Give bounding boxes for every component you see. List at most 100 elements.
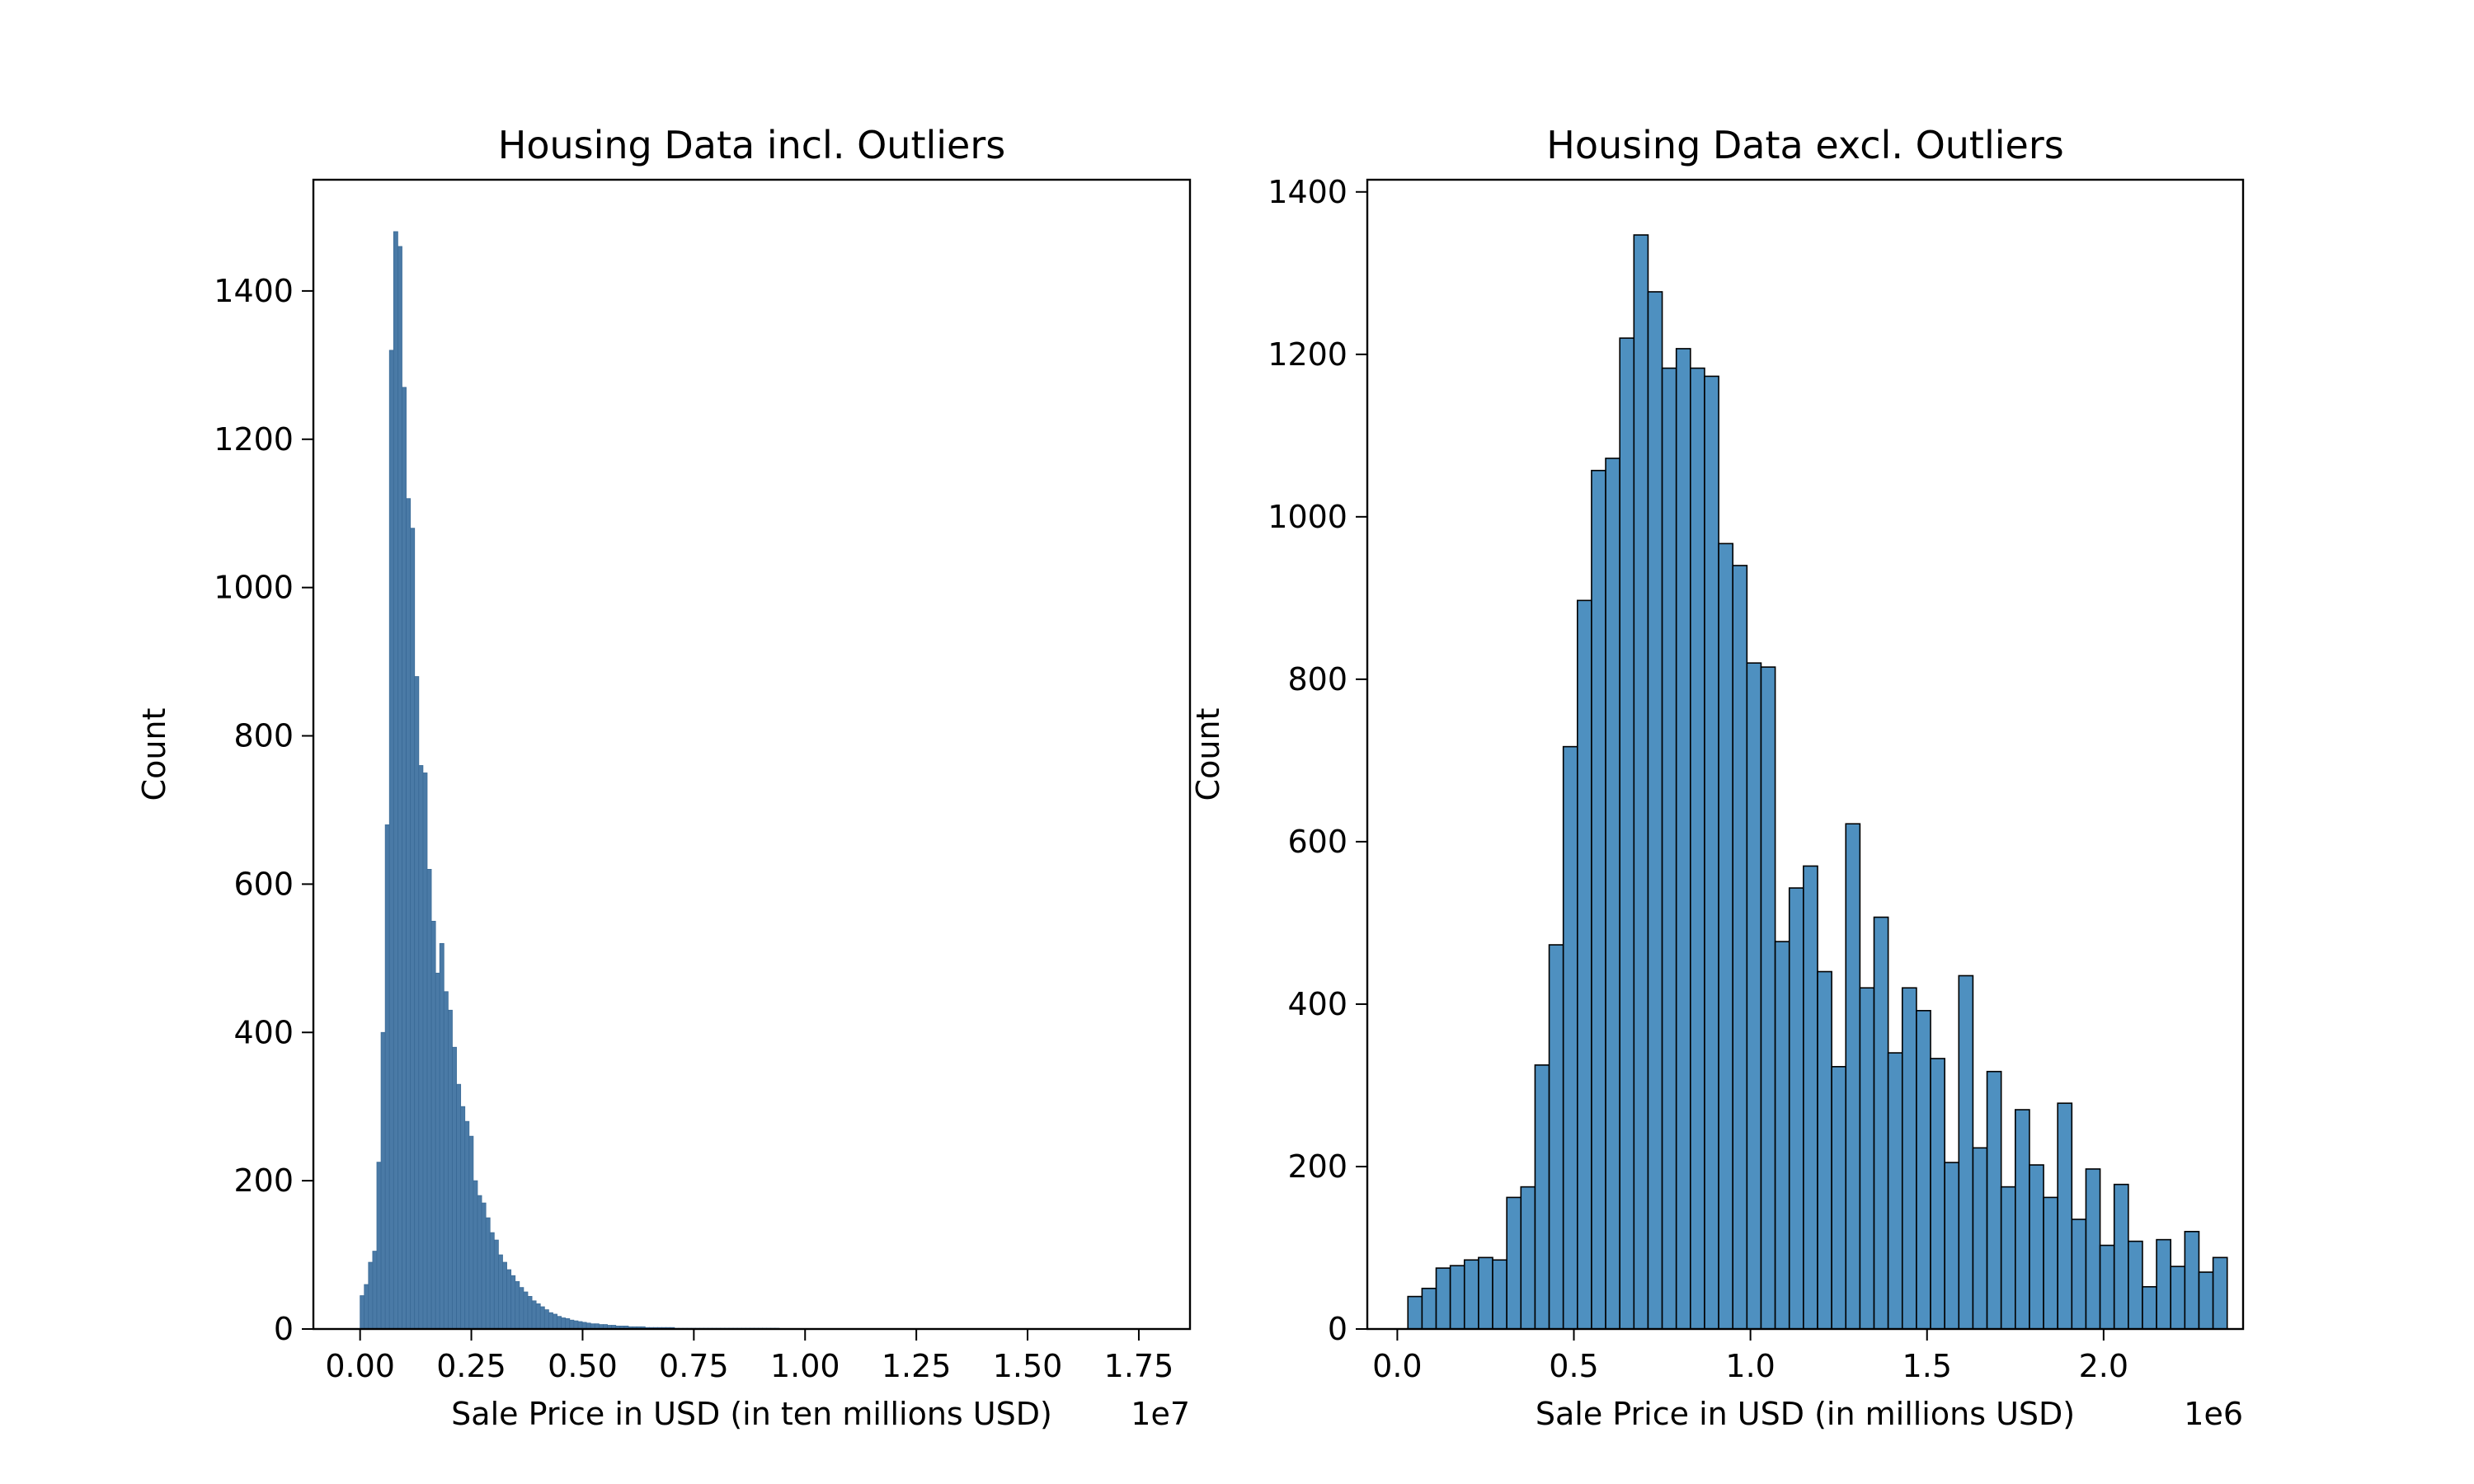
histogram-left-offset-text: 1e7 [1131,1396,1190,1432]
histogram-right-bar-36 [1916,1010,1931,1330]
histogram-left-xtick-label-4: 1.00 [770,1348,840,1384]
histogram-right-bar-23 [1732,565,1748,1330]
histogram-right-xlabel: Sale Price in USD (in millions USD) [1536,1396,2075,1432]
histogram-right-xtick-label-0: 0.0 [1372,1348,1422,1384]
histogram-right-bar-0 [1407,1295,1423,1330]
histogram-left-bar-15 [422,773,428,1330]
histogram-right-bar-43 [2014,1109,2030,1330]
histogram-right-bar-9 [1534,1064,1550,1330]
histogram-left-bar-33 [498,1254,503,1330]
histogram-left-bar-51 [573,1320,579,1330]
histogram-left-xtick-label-3: 0.75 [659,1348,729,1384]
histogram-right-bar-49 [2099,1244,2115,1330]
histogram-left-bar-4 [376,1162,382,1330]
histogram-left-ticks: 0.00 0.25 0.50 0.75 1.00 1.25 1.50 1.75 0 200 400 6… [214,273,1174,1384]
histogram-left-bar-50 [569,1319,575,1330]
histogram-left-bar-3 [372,1251,378,1330]
histogram-right-bar-7 [1506,1196,1522,1330]
histogram-right-bar-26 [1774,941,1790,1330]
histogram-left-bar-28 [477,1195,482,1330]
histogram-right-bar-20 [1690,367,1705,1330]
histogram-right: 0.0 0.5 1.0 1.5 2.0 0 200 400 600 800 1000 1200 1400… [1190,123,2245,1432]
histogram-right-bar-40 [1972,1147,1988,1330]
histogram-right-bar-44 [2029,1164,2044,1330]
histogram-left: 0.00 0.25 0.50 0.75 1.00 1.25 1.50 1.75 0 200 400 6… [136,123,1192,1432]
histogram-left-ytick-label-1: 200 [233,1162,294,1199]
histogram-left-bar-14 [418,765,424,1330]
histogram-right-bar-19 [1675,348,1691,1330]
histogram-left-bar-37 [515,1281,520,1330]
histogram-left-bar-18 [435,972,440,1330]
histogram-right-bar-35 [1901,987,1917,1330]
histogram-left-bar-1 [364,1284,369,1330]
histogram-left-bar-22 [452,1046,457,1330]
histogram-left-bar-42 [535,1303,541,1330]
histogram-right-xtick-label-2: 1.0 [1725,1348,1775,1384]
histogram-left-bar-41 [531,1300,537,1330]
histogram-left-xtick-label-0: 0.00 [325,1348,395,1384]
histogram-right-frame [1366,178,2245,1331]
histogram-right-ytick-label-2: 400 [1287,986,1348,1022]
histogram-right-bar-56 [2198,1271,2214,1330]
histogram-right-bar-21 [1704,375,1719,1330]
histogram-left-bar-6 [384,824,390,1330]
histogram-left-ytick-label-5: 1000 [214,570,294,606]
histogram-left-xtick-label-1: 0.25 [436,1348,506,1384]
histogram-left-bar-30 [485,1217,491,1330]
histogram-left-ytick-label-4: 800 [233,718,294,754]
histogram-right-bar-34 [1887,1052,1903,1330]
histogram-right-ytick-label-6: 1200 [1268,336,1348,373]
histogram-left-bar-25 [464,1120,470,1330]
histogram-left-xtick-label-2: 0.50 [548,1348,618,1384]
histogram-right-bar-27 [1788,887,1804,1330]
histogram-left-xtick-label-7: 1.75 [1104,1348,1174,1384]
histogram-right-xtick-label-1: 0.5 [1549,1348,1598,1384]
histogram-left-bar-10 [402,387,407,1330]
histogram-left-bar-13 [414,676,420,1330]
histogram-right-bar-22 [1718,542,1734,1330]
histogram-right-bar-42 [2000,1186,2016,1330]
histogram-left-bar-11 [406,498,412,1330]
histogram-left-ylabel: Count [136,708,172,801]
histogram-left-xtick-label-6: 1.50 [993,1348,1063,1384]
histogram-right-bar-15 [1619,337,1635,1330]
histogram-left-bar-8 [393,231,398,1330]
histogram-right-bar-2 [1435,1267,1451,1330]
histogram-right-bar-4 [1463,1259,1479,1330]
histogram-right-bar-16 [1633,234,1649,1330]
histogram-left-bar-36 [510,1275,516,1330]
histogram-right-bar-11 [1562,745,1578,1330]
histogram-left-ytick-label-0: 0 [274,1311,294,1347]
histogram-left-bar-39 [523,1291,529,1330]
histogram-left-bar-43 [539,1306,545,1330]
histogram-left-bar-38 [519,1287,524,1330]
histogram-left-bar-9 [397,246,402,1330]
histogram-right-bar-14 [1605,458,1620,1330]
histogram-right-ytick-label-7: 1400 [1268,174,1348,210]
histogram-left-bar-20 [443,991,449,1330]
histogram-left-bar-35 [506,1269,512,1330]
histogram-left-ytick-label-3: 600 [233,866,294,902]
histogram-right-ytick-label-0: 0 [1328,1311,1348,1347]
histogram-right-bar-37 [1930,1058,1945,1330]
histogram-right-bar-51 [2128,1240,2143,1330]
histogram-left-bar-53 [581,1322,587,1330]
histogram-left-bar-16 [426,869,432,1330]
histogram-left-title: Housing Data incl. Outliers [498,123,1005,167]
histogram-left-ytick-label-7: 1400 [214,273,294,309]
histogram-right-bar-5 [1478,1256,1493,1330]
histogram-right-ytick-label-3: 600 [1287,824,1348,860]
histogram-right-title: Housing Data excl. Outliers [1546,123,2063,167]
histogram-right-bar-55 [2184,1230,2200,1330]
histogram-right-bar-52 [2142,1285,2157,1330]
histogram-right-bar-30 [1831,1065,1847,1330]
histogram-right-bar-32 [1859,987,1875,1330]
histogram-right-bar-12 [1576,599,1592,1330]
histogram-left-xlabel: Sale Price in USD (in ten millions USD) [451,1396,1052,1432]
histogram-right-bar-18 [1661,367,1677,1330]
histogram-left-bar-5 [380,1031,386,1330]
histogram-left-bar-40 [527,1296,533,1330]
histogram-left-bar-0 [360,1295,365,1330]
histogram-right-bar-57 [2212,1256,2228,1330]
histogram-right-bar-41 [1986,1070,2002,1330]
